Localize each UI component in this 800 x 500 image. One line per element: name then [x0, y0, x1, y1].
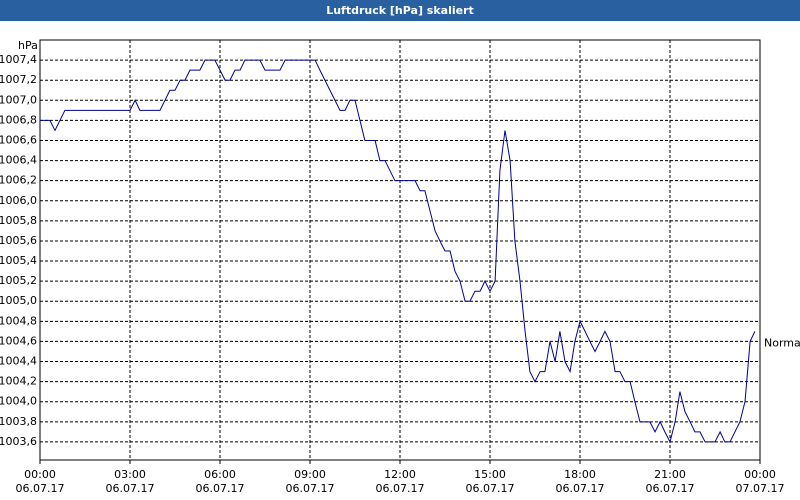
y-tick-label: 1007,4 [0, 53, 37, 66]
y-tick-label: 1005,0 [0, 294, 37, 307]
x-tick-label: 09:00 06.07.17 [285, 468, 335, 495]
y-tick-label: 1007,0 [0, 93, 37, 106]
y-tick-label: 1004,0 [0, 395, 37, 408]
x-tick-label: 03:00 06.07.17 [105, 468, 155, 495]
x-tick-label: 15:00 06.07.17 [465, 468, 515, 495]
x-tick-label: 00:00 07.07.17 [735, 468, 785, 495]
y-tick-label: 1007,2 [0, 73, 37, 86]
y-tick-label: 1003,6 [0, 435, 37, 448]
y-tick-label: 1004,8 [0, 314, 37, 327]
y-tick-label: 1005,8 [0, 214, 37, 227]
x-tick-label: 12:00 06.07.17 [375, 468, 425, 495]
chart-title: Luftdruck [hPa] skaliert [0, 0, 800, 21]
x-tick-label: 06:00 06.07.17 [195, 468, 245, 495]
x-tick-label: 18:00 06.07.17 [555, 468, 605, 495]
y-tick-label: 1006,6 [0, 133, 37, 146]
y-tick-label: 1004,4 [0, 355, 37, 368]
y-tick-label: 1005,4 [0, 254, 37, 267]
y-tick-label: 1004,2 [0, 375, 37, 388]
data-line [40, 59, 756, 444]
y-tick-label: 1006,8 [0, 113, 37, 126]
y-tick-label: 1004,6 [0, 334, 37, 347]
y-tick-label: 1006,4 [0, 154, 37, 167]
x-tick-label: 21:00 06.07.17 [645, 468, 695, 495]
plot-border [39, 39, 761, 461]
y-tick-label: 1003,8 [0, 415, 37, 428]
y-tick-label: 1006,0 [0, 194, 37, 207]
legend-label: Normal [764, 336, 800, 349]
x-tick-label: 00:00 06.07.17 [15, 468, 65, 495]
y-tick-label: 1006,2 [0, 174, 37, 187]
y-tick-label: 1005,6 [0, 234, 37, 247]
y-tick-label: 1005,2 [0, 274, 37, 287]
y-axis-label: hPa [18, 39, 38, 52]
